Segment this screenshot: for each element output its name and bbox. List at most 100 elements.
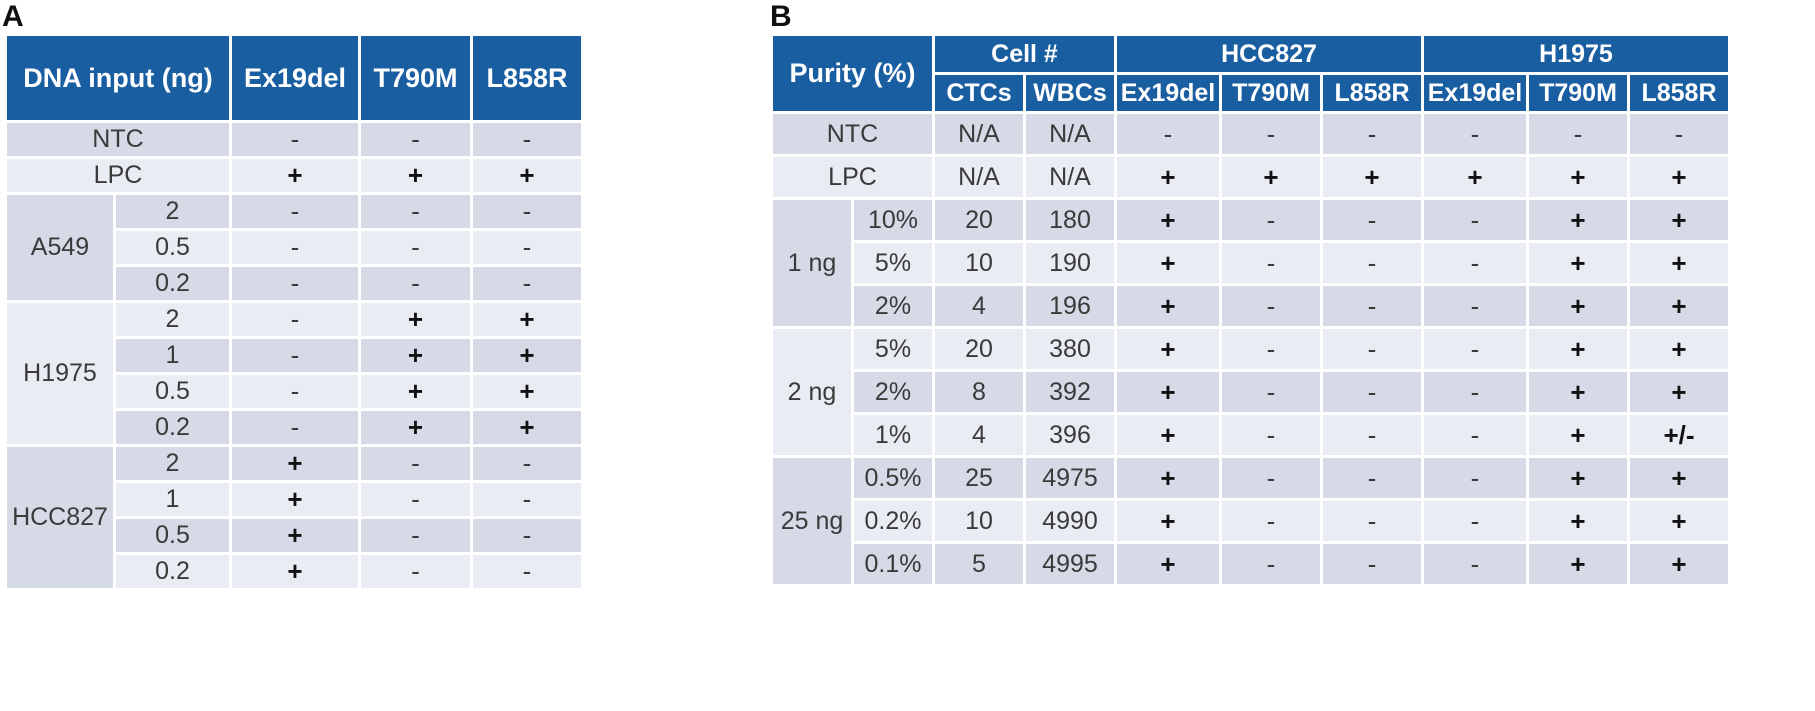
- result-cell: -: [1222, 243, 1320, 283]
- result-cell: -: [361, 447, 470, 480]
- result-cell: +: [1117, 544, 1219, 584]
- ctcs-cell: 5: [935, 544, 1023, 584]
- purity-cell: 5%: [854, 243, 932, 283]
- header-hcc827-t790m: T790M: [1222, 75, 1320, 111]
- table-row: 1 + - -: [7, 483, 581, 516]
- result-cell: -: [361, 195, 470, 228]
- result-cell: -: [1222, 329, 1320, 369]
- table-row: NTC N/A N/A - - - - - -: [773, 114, 1728, 154]
- result-cell: +: [1630, 544, 1728, 584]
- ctcs-cell: 4: [935, 415, 1023, 455]
- result-cell: -: [1424, 544, 1526, 584]
- purity-cell: 2%: [854, 286, 932, 326]
- result-cell: +: [1117, 286, 1219, 326]
- result-cell: +: [473, 303, 581, 336]
- row-label-ntc: NTC: [7, 123, 229, 156]
- result-cell: +: [1117, 372, 1219, 412]
- result-cell: +: [361, 303, 470, 336]
- result-cell: -: [1424, 329, 1526, 369]
- result-cell: +: [232, 159, 358, 192]
- result-cell: -: [1222, 415, 1320, 455]
- result-cell: +: [473, 159, 581, 192]
- table-row: 0.5 + - -: [7, 519, 581, 552]
- table-row: 2% 8 392 + - - - + +: [773, 372, 1728, 412]
- input-cell: 0.5: [116, 231, 229, 264]
- purity-cell: 0.5%: [854, 458, 932, 498]
- result-cell: -: [473, 267, 581, 300]
- result-cell: -: [1323, 458, 1421, 498]
- result-cell: -: [1424, 415, 1526, 455]
- table-b-purity: Purity (%) Cell # HCC827 H1975 CTCs WBCs…: [770, 33, 1731, 587]
- header-h1975-t790m: T790M: [1529, 75, 1627, 111]
- result-cell: -: [473, 519, 581, 552]
- result-cell: -: [1424, 200, 1526, 240]
- table-row: H1975 2 - + +: [7, 303, 581, 444]
- result-cell: +: [361, 339, 470, 372]
- input-cell: 0.5: [116, 375, 229, 408]
- result-cell: -: [1323, 200, 1421, 240]
- result-cell: +: [1424, 157, 1526, 197]
- table-row: 1% 4 396 + - - - + +/-: [773, 415, 1728, 455]
- header-t790m: T790M: [361, 36, 470, 120]
- panel-b-label: B: [770, 0, 792, 33]
- header-dna-input: DNA input (ng): [7, 36, 229, 120]
- group-label-hcc827: HCC827: [7, 447, 113, 588]
- table-row: 25 ng 0.5% 25 4975 + - - - + +: [773, 458, 1728, 584]
- header-h1975-ex19del: Ex19del: [1424, 75, 1526, 111]
- result-cell: +: [1529, 286, 1627, 326]
- result-cell: -: [1222, 544, 1320, 584]
- input-cell: 0.2: [116, 267, 229, 300]
- input-cell: 2: [116, 195, 229, 228]
- result-cell: -: [1630, 114, 1728, 154]
- result-cell: -: [361, 519, 470, 552]
- purity-cell: 10%: [854, 200, 932, 240]
- wbcs-cell: 4975: [1026, 458, 1114, 498]
- wbcs-cell: 180: [1026, 200, 1114, 240]
- result-cell: +: [1630, 458, 1728, 498]
- result-cell: +: [232, 519, 358, 552]
- panel-a-label: A: [2, 0, 24, 33]
- result-cell: -: [1424, 243, 1526, 283]
- table-row: 0.2% 10 4990 + - - - + +: [773, 501, 1728, 541]
- result-cell: -: [1323, 286, 1421, 326]
- ctcs-cell: 20: [935, 200, 1023, 240]
- ctcs-cell: 10: [935, 501, 1023, 541]
- result-cell: -: [1323, 501, 1421, 541]
- table-a-dna-input: DNA input (ng) Ex19del T790M L858R NTC -…: [4, 33, 584, 591]
- result-cell: +: [232, 555, 358, 588]
- table-row: 0.2 + - -: [7, 555, 581, 588]
- result-cell: +: [473, 375, 581, 408]
- header-ctcs: CTCs: [935, 75, 1023, 111]
- result-cell: -: [1323, 329, 1421, 369]
- input-cell: 0.5: [116, 519, 229, 552]
- result-cell: +: [361, 411, 470, 444]
- ctcs-cell: N/A: [935, 114, 1023, 154]
- group-label-1ng: 1 ng: [773, 200, 851, 326]
- ctcs-cell: 10: [935, 243, 1023, 283]
- result-cell: -: [1222, 200, 1320, 240]
- wbcs-cell: 4995: [1026, 544, 1114, 584]
- input-cell: 1: [116, 483, 229, 516]
- result-cell: -: [1323, 372, 1421, 412]
- purity-cell: 0.1%: [854, 544, 932, 584]
- result-cell: -: [473, 555, 581, 588]
- wbcs-cell: 190: [1026, 243, 1114, 283]
- purity-cell: 1%: [854, 415, 932, 455]
- ctcs-cell: 8: [935, 372, 1023, 412]
- result-cell: -: [1424, 372, 1526, 412]
- result-cell: -: [473, 195, 581, 228]
- result-cell: -: [1117, 114, 1219, 154]
- result-cell: -: [361, 231, 470, 264]
- result-cell: -: [232, 339, 358, 372]
- result-cell: +: [473, 339, 581, 372]
- result-cell: +: [1630, 501, 1728, 541]
- result-cell: -: [1323, 114, 1421, 154]
- header-hcc827: HCC827: [1117, 36, 1421, 72]
- result-cell: -: [1424, 114, 1526, 154]
- header-h1975: H1975: [1424, 36, 1728, 72]
- result-cell: +: [1630, 157, 1728, 197]
- table-row: LPC N/A N/A + + + + + +: [773, 157, 1728, 197]
- result-cell: +: [1529, 458, 1627, 498]
- table-row: 0.1% 5 4995 + - - - + +: [773, 544, 1728, 584]
- table-row: 1 ng 10% 20 180 + - - - + +: [773, 200, 1728, 326]
